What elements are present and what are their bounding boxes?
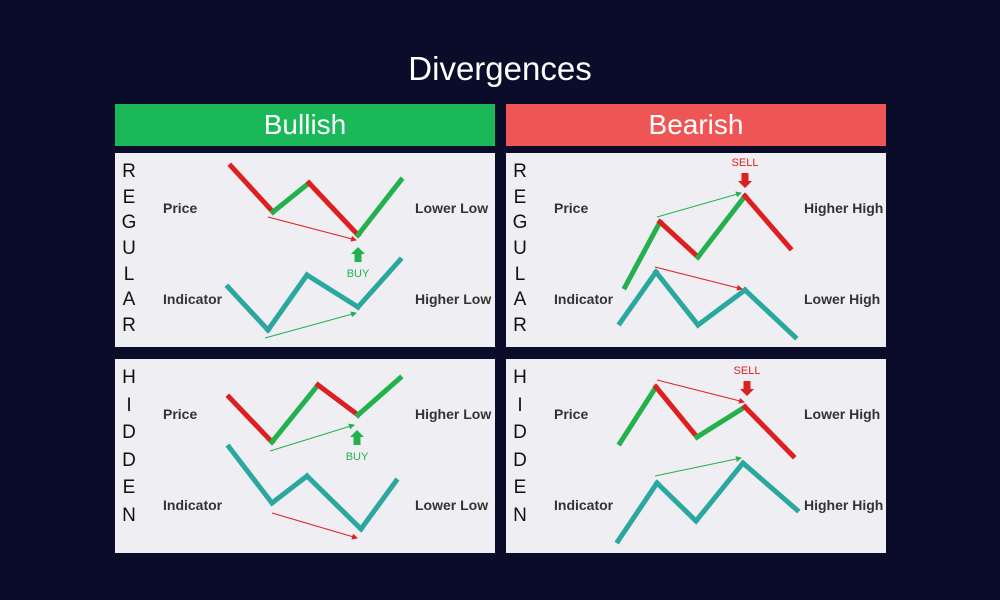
bearish-header: Bearish bbox=[506, 104, 886, 146]
signal-label: BUY bbox=[346, 451, 369, 463]
price-result: Higher Low bbox=[415, 406, 492, 422]
price-line bbox=[269, 179, 313, 216]
price-label: Price bbox=[554, 406, 589, 422]
indicator-line bbox=[357, 477, 400, 533]
indicator-line bbox=[692, 459, 747, 525]
price-line bbox=[621, 218, 664, 291]
divergence-arrow bbox=[267, 216, 357, 242]
divergence-arrow bbox=[269, 423, 355, 452]
price-result: Lower Low bbox=[415, 200, 489, 216]
bullish-header: Bullish bbox=[115, 104, 495, 146]
price-label: Price bbox=[163, 406, 198, 422]
indicator-line bbox=[652, 268, 702, 329]
price-label: Price bbox=[163, 200, 198, 216]
price-line bbox=[616, 383, 660, 447]
panel-regular-bearish: R E G U L A R Price Indicator Higher High Lower Hi… bbox=[506, 153, 886, 347]
signal-label: BUY bbox=[347, 268, 370, 280]
divergence-arrow bbox=[271, 512, 358, 540]
price-label: Price bbox=[554, 200, 589, 216]
price-line bbox=[305, 179, 362, 239]
indicator-line bbox=[303, 472, 365, 533]
price-line bbox=[314, 381, 362, 419]
indicator-line bbox=[741, 286, 799, 341]
price-line bbox=[741, 192, 794, 252]
price-line bbox=[694, 192, 749, 261]
price-line bbox=[268, 381, 322, 446]
indicator-line bbox=[354, 256, 404, 311]
price-line bbox=[225, 393, 276, 446]
indicator-line bbox=[268, 472, 311, 507]
indicator-label: Indicator bbox=[163, 291, 223, 307]
divergence-arrow bbox=[264, 311, 357, 339]
price-line bbox=[227, 162, 277, 216]
indicator-result: Higher High bbox=[804, 497, 884, 513]
indicator-result: Lower Low bbox=[415, 497, 489, 513]
divergence-arrow bbox=[654, 456, 742, 477]
price-line bbox=[741, 403, 797, 460]
indicator-line bbox=[224, 283, 272, 334]
indicator-line bbox=[616, 268, 660, 327]
indicator-label: Indicator bbox=[554, 291, 614, 307]
indicator-line bbox=[303, 271, 362, 311]
indicator-line bbox=[653, 479, 700, 525]
price-result: Lower High bbox=[804, 406, 881, 422]
price-line bbox=[656, 218, 702, 261]
price-line bbox=[693, 403, 749, 441]
page-title: Divergences bbox=[408, 50, 592, 87]
indicator-result: Higher Low bbox=[415, 291, 492, 307]
divergence-arrow bbox=[656, 379, 745, 404]
indicator-line bbox=[225, 443, 276, 507]
price-line bbox=[652, 383, 701, 441]
indicator-line bbox=[614, 479, 661, 545]
signal-label: SELL bbox=[732, 157, 759, 169]
panel-hidden-bullish: H I D D E N Price Indicator Higher Low Lower Low bbox=[115, 359, 495, 553]
indicator-line bbox=[739, 459, 801, 514]
divergence-arrow bbox=[656, 191, 742, 218]
indicator-label: Indicator bbox=[163, 497, 223, 513]
divergence-arrow bbox=[654, 266, 743, 291]
indicator-line bbox=[264, 271, 311, 334]
price-result: Higher High bbox=[804, 200, 884, 216]
buy-arrow-icon bbox=[351, 247, 365, 262]
sell-arrow-icon bbox=[738, 173, 752, 188]
price-line bbox=[354, 176, 405, 239]
sell-arrow-icon bbox=[740, 381, 754, 396]
indicator-result: Lower High bbox=[804, 291, 881, 307]
indicator-line bbox=[694, 286, 749, 329]
buy-arrow-icon bbox=[350, 430, 364, 445]
signal-label: SELL bbox=[734, 365, 761, 377]
price-line bbox=[354, 374, 404, 419]
indicator-label: Indicator bbox=[554, 497, 614, 513]
